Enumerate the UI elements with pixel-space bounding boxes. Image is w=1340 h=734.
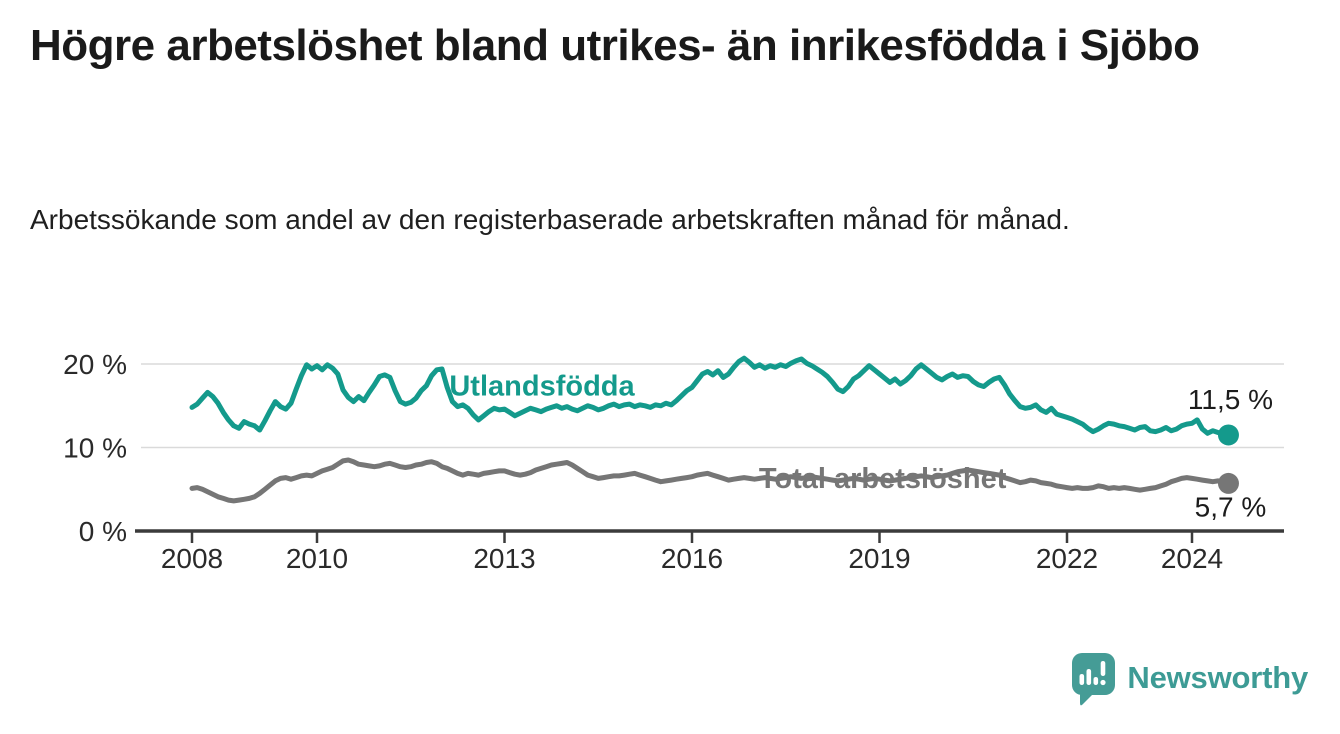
end-value-label-total-arbetsl-shet: 5,7 % <box>1195 491 1267 522</box>
x-tick-label: 2022 <box>1036 543 1098 574</box>
newsworthy-wordmark: Newsworthy <box>1127 659 1308 695</box>
y-tick-label: 0 % <box>79 516 127 547</box>
speech-bubble-bar-chart-icon <box>1072 653 1116 706</box>
page-title: Högre arbetslöshet bland utrikes- än inr… <box>30 21 1200 70</box>
x-tick-label: 2016 <box>661 543 723 574</box>
end-value-label-utlandsf-dda: 11,5 % <box>1188 384 1273 415</box>
chart-labels: Utlandsfödda 11,5 % Total arbetslöshet 5,7 … <box>449 371 1273 523</box>
data-series <box>189 355 1239 504</box>
series-end-dot-total-arbetsl-shet <box>1217 472 1239 494</box>
x-tick-label: 2010 <box>286 543 348 574</box>
series-line-utlandsf-dda <box>189 355 1231 438</box>
series-end-dot-utlandsf-dda <box>1217 424 1239 446</box>
x-tick-label: 2019 <box>848 543 910 574</box>
x-axis: 2008 2010 2013 2016 2019 2022 2024 0 % 10 % 20 % <box>63 349 1284 574</box>
x-tick-label: 2024 <box>1161 543 1223 574</box>
chart-subtitle: Arbetssökande som andel av den registerb… <box>30 204 1070 235</box>
y-tick-label: 10 % <box>63 433 127 464</box>
unemployment-line-chart: 2008 2010 2013 2016 2019 2022 2024 0 % 10 % 20 % … <box>0 330 1340 590</box>
y-tick-label: 20 % <box>63 349 127 380</box>
series-label-utlandsf-dda: Utlandsfödda <box>449 371 635 403</box>
series-label-total-arbetsl-shet: Total arbetslöshet <box>759 463 1007 495</box>
gridlines <box>141 363 1284 449</box>
x-tick-label: 2013 <box>473 543 535 574</box>
x-tick-label: 2008 <box>161 543 223 574</box>
newsworthy-logo: Newsworthy <box>1071 652 1308 708</box>
series-line-total-arbetsl-shet <box>189 457 1231 504</box>
